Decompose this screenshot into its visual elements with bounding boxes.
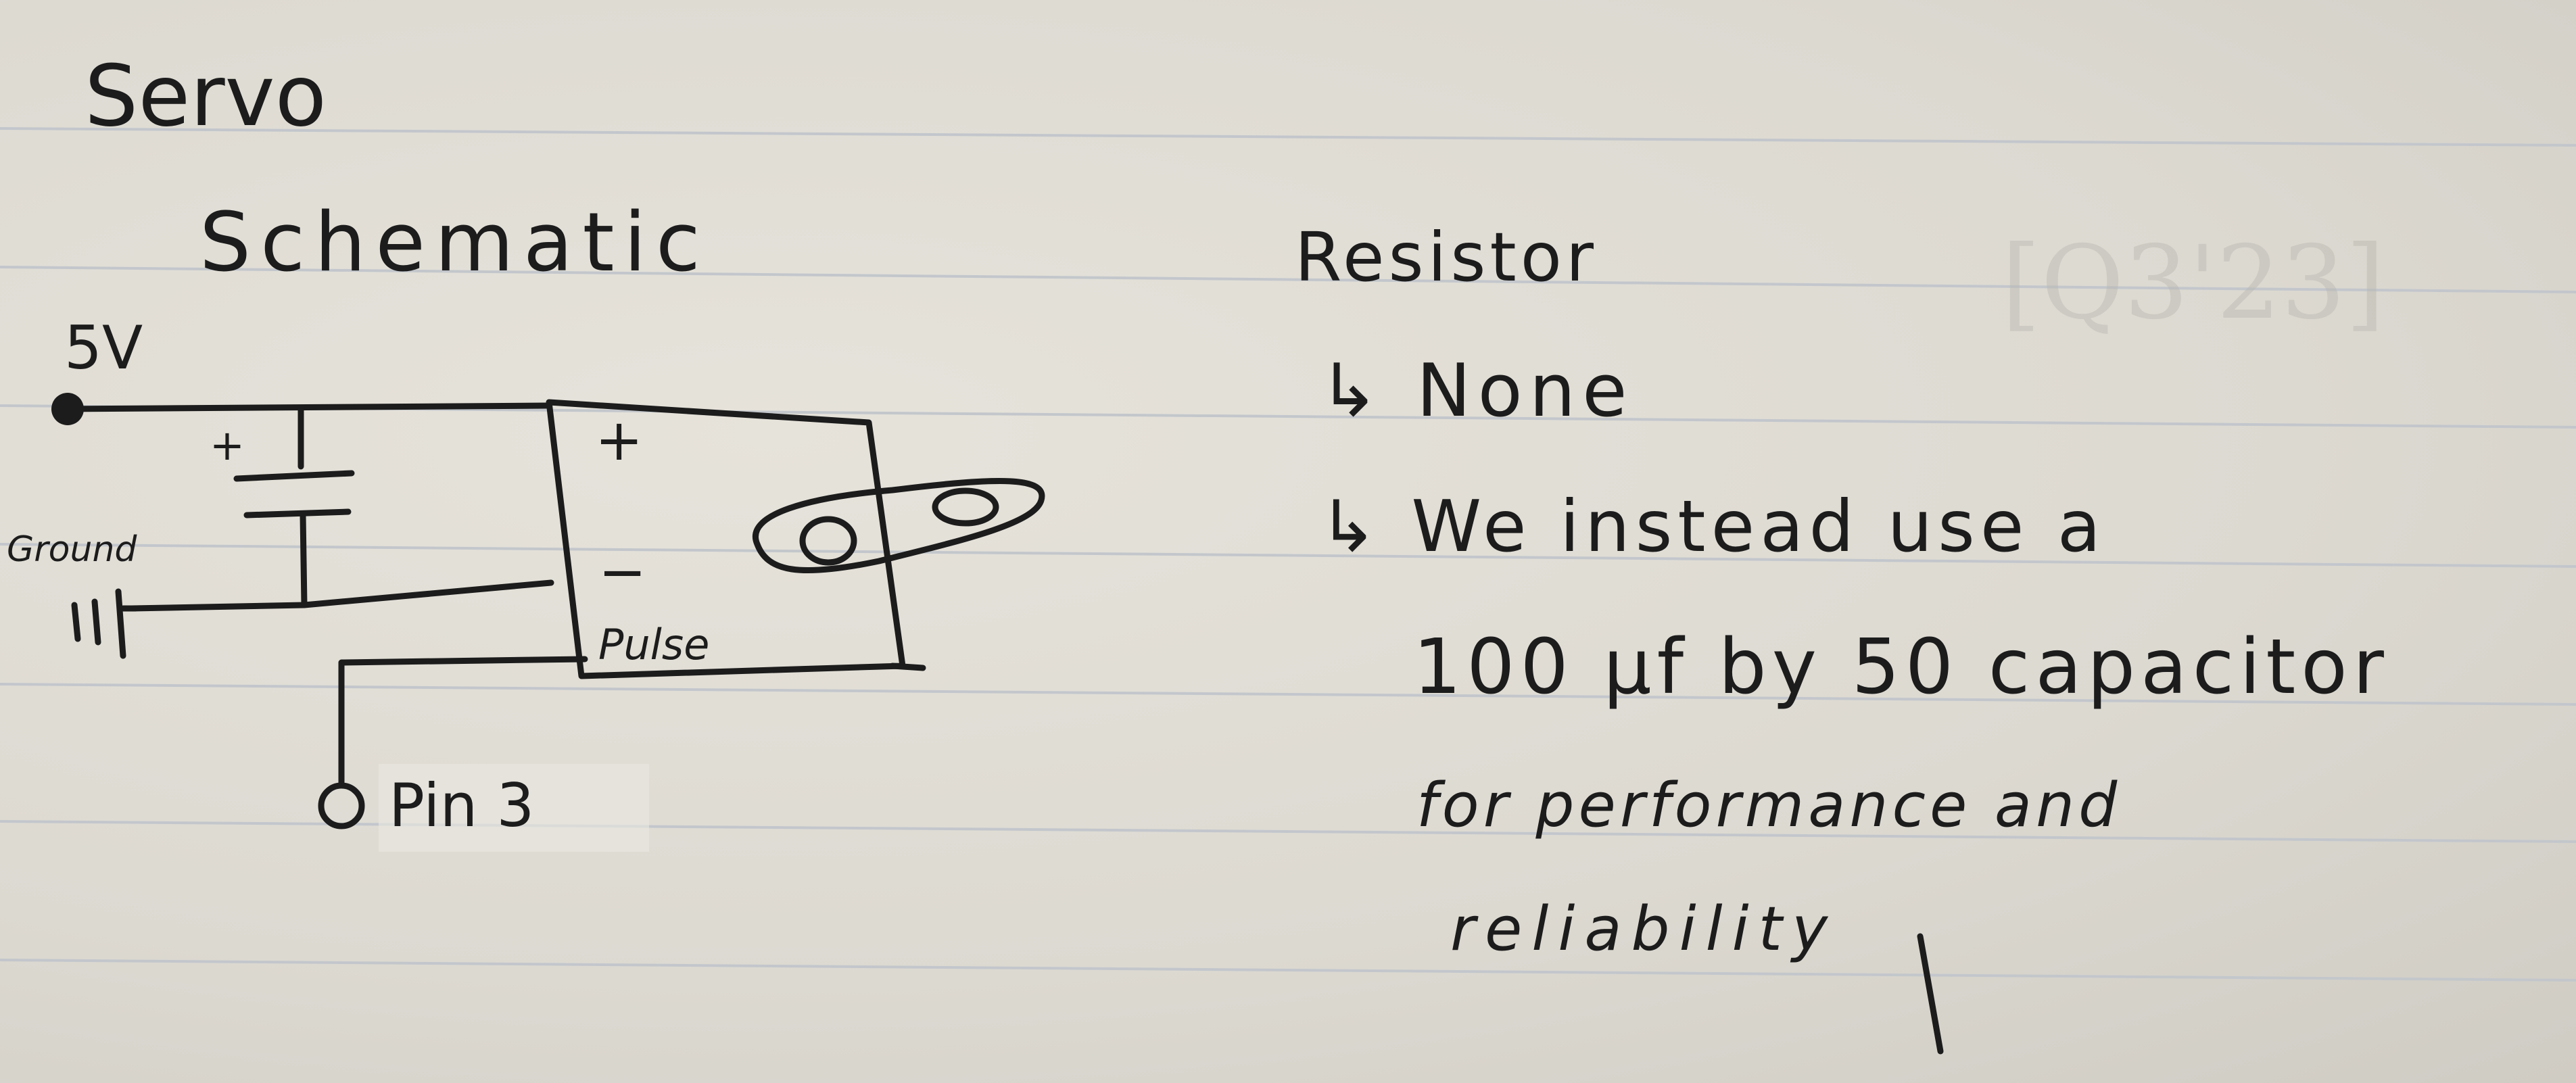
note-descender-stroke	[1917, 933, 1944, 1055]
capacitor-bottom-lead	[300, 512, 308, 608]
capacitor-plate-top	[233, 470, 355, 482]
show-through-text: [Q3'23]	[2001, 224, 2385, 342]
servo-pulse-label: Pulse	[598, 620, 709, 669]
pin-terminal	[318, 782, 365, 829]
ground-symbol	[71, 588, 139, 659]
ground-wire	[128, 579, 554, 612]
servo-minus-label: −	[598, 539, 646, 606]
note-heading: Resistor	[1295, 218, 1598, 297]
servo-plus-label: +	[595, 407, 643, 474]
servo-horn-icon	[753, 478, 1045, 574]
pin-label: Pin 3	[389, 771, 534, 840]
page-title-line1: Servo	[85, 47, 327, 145]
note-line-4: for performance and	[1416, 770, 2121, 841]
servo-schematic: 5V + Ground + − Pulse	[7, 313, 1045, 852]
capacitor-plus-label: +	[210, 420, 245, 470]
note-bullet-1: ↳ None	[1318, 349, 1634, 433]
note-bullet-2: ↳ We instead use a	[1318, 485, 2106, 568]
pin-label-patch	[379, 764, 649, 852]
servo-corner-tick	[889, 663, 926, 671]
note-line-5: reliability	[1450, 894, 1837, 965]
supply-label: 5V	[64, 313, 143, 383]
ground-label: Ground	[7, 529, 137, 570]
notes: Resistor ↳ None ↳ We instead use a 100 µ…	[1295, 218, 2389, 1055]
note-line-3: 100 µf by 50 capacitor	[1413, 623, 2389, 711]
pulse-wire	[338, 656, 588, 788]
page-title-line2: Schematic	[199, 196, 710, 290]
capacitor-plate-bottom	[243, 508, 352, 519]
supply-wire	[64, 402, 551, 412]
